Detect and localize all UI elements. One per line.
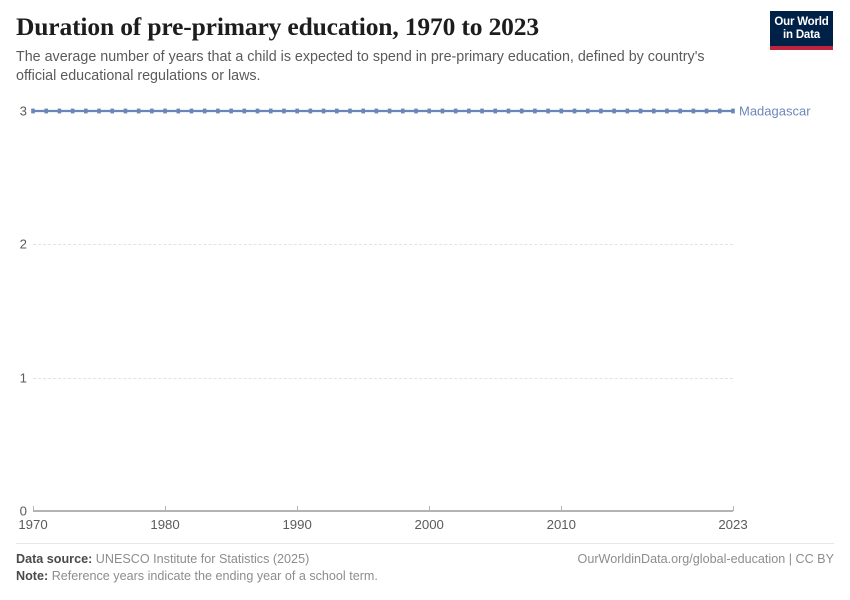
source-value: UNESCO Institute for Statistics (2025) bbox=[95, 552, 310, 566]
data-point-marker[interactable] bbox=[427, 108, 432, 114]
x-axis-tick-label: 2023 bbox=[718, 517, 748, 532]
data-point-marker[interactable] bbox=[31, 108, 35, 114]
series-label-madagascar[interactable]: Madagascar bbox=[739, 103, 811, 119]
plot-inner: 0 1 2 3 1970 1980 1990 2000 2010 2023 Madagascar bbox=[18, 104, 810, 531]
data-point-marker[interactable] bbox=[70, 108, 75, 114]
data-point-marker[interactable] bbox=[321, 108, 326, 114]
page-title: Duration of pre-primary education, 1970 … bbox=[16, 12, 539, 41]
data-point-marker[interactable] bbox=[229, 108, 233, 114]
data-point-marker[interactable] bbox=[136, 108, 141, 114]
data-point-marker[interactable] bbox=[361, 108, 365, 114]
data-point-marker[interactable] bbox=[110, 108, 115, 114]
attribution-link[interactable]: OurWorldinData.org/global-education | CC… bbox=[577, 552, 834, 566]
data-point-marker[interactable] bbox=[691, 108, 696, 114]
y-axis-tick-label: 0 bbox=[19, 503, 27, 519]
data-point-marker[interactable] bbox=[255, 108, 260, 114]
x-axis-tick bbox=[33, 506, 34, 511]
data-point-marker[interactable] bbox=[268, 108, 273, 114]
x-axis-tick bbox=[733, 506, 734, 511]
note-value: Reference years indicate the ending year… bbox=[51, 569, 378, 583]
data-point-marker[interactable] bbox=[625, 108, 630, 114]
data-point-marker[interactable] bbox=[374, 108, 379, 114]
data-point-marker[interactable] bbox=[387, 108, 392, 114]
data-point-marker[interactable] bbox=[533, 108, 537, 114]
data-point-marker[interactable] bbox=[717, 108, 722, 114]
data-point-marker[interactable] bbox=[638, 108, 643, 114]
x-axis-line bbox=[33, 510, 733, 511]
data-point-marker[interactable] bbox=[97, 108, 101, 114]
y-gridline bbox=[33, 511, 733, 512]
data-point-marker[interactable] bbox=[202, 108, 207, 114]
our-world-in-data-logo[interactable]: Our World in Data bbox=[770, 11, 833, 50]
y-gridline bbox=[33, 377, 733, 379]
data-point-marker[interactable] bbox=[189, 108, 194, 114]
data-point-marker[interactable] bbox=[585, 108, 590, 114]
data-point-marker[interactable] bbox=[665, 108, 669, 114]
series-layer bbox=[31, 108, 735, 114]
data-point-marker[interactable] bbox=[678, 108, 682, 114]
y-axis-tick-label: 1 bbox=[19, 370, 27, 386]
chart-header: Duration of pre-primary education, 1970 … bbox=[16, 12, 756, 86]
x-axis-tick bbox=[297, 506, 299, 511]
data-point-marker[interactable] bbox=[599, 108, 603, 114]
data-point-marker[interactable] bbox=[150, 108, 154, 114]
footer-note-row: Note: Reference years indicate the endin… bbox=[16, 568, 834, 585]
footer-source-row: Data source: UNESCO Institute for Statis… bbox=[16, 551, 834, 568]
chart-subtitle: The average number of years that a child… bbox=[16, 49, 705, 84]
x-axis-tick-label: 1980 bbox=[150, 517, 180, 532]
note-label: Note: bbox=[16, 569, 49, 583]
logo-line-1: Our World bbox=[774, 16, 829, 28]
data-point-marker[interactable] bbox=[282, 108, 286, 114]
data-point-marker[interactable] bbox=[572, 108, 577, 114]
data-point-marker[interactable] bbox=[334, 108, 339, 114]
data-point-marker[interactable] bbox=[480, 108, 484, 114]
data-point-marker[interactable] bbox=[453, 108, 458, 114]
y-axis-tick-label: 3 bbox=[19, 103, 27, 119]
data-point-marker[interactable] bbox=[176, 108, 181, 114]
data-point-marker[interactable] bbox=[295, 108, 299, 114]
x-axis-tick bbox=[561, 506, 563, 511]
x-axis-tick-label: 1970 bbox=[18, 517, 48, 532]
x-axis-tick-label: 2000 bbox=[414, 517, 444, 532]
data-point-marker[interactable] bbox=[401, 108, 405, 114]
data-point-marker[interactable] bbox=[216, 108, 220, 114]
data-point-marker[interactable] bbox=[704, 108, 709, 114]
data-point-marker[interactable] bbox=[731, 108, 735, 114]
x-axis-tick-label: 1990 bbox=[282, 517, 312, 532]
x-axis-tick bbox=[429, 506, 431, 511]
data-point-marker[interactable] bbox=[57, 108, 62, 114]
data-point-marker[interactable] bbox=[242, 108, 247, 114]
data-point-marker[interactable] bbox=[519, 108, 524, 114]
data-point-marker[interactable] bbox=[559, 108, 564, 114]
x-axis-tick bbox=[165, 506, 167, 511]
data-point-marker[interactable] bbox=[163, 108, 167, 114]
data-point-marker[interactable] bbox=[123, 108, 128, 114]
source-label: Data source: bbox=[16, 552, 93, 566]
data-point-marker[interactable] bbox=[651, 108, 656, 114]
y-gridline bbox=[33, 244, 733, 246]
data-point-marker[interactable] bbox=[44, 108, 49, 114]
plot-area: 0 1 2 3 1970 1980 1990 2000 2010 2023 Madagascar bbox=[0, 96, 850, 536]
data-point-marker[interactable] bbox=[493, 108, 498, 114]
chart-footer: Data source: UNESCO Institute for Statis… bbox=[16, 543, 834, 585]
data-point-marker[interactable] bbox=[467, 108, 471, 114]
logo-line-2: in Data bbox=[783, 29, 820, 41]
data-point-marker[interactable] bbox=[308, 108, 313, 114]
data-point-marker[interactable] bbox=[506, 108, 511, 114]
data-point-marker[interactable] bbox=[414, 108, 418, 114]
y-axis-tick-label: 2 bbox=[19, 236, 27, 252]
data-point-marker[interactable] bbox=[348, 108, 352, 114]
x-axis-tick-label: 2010 bbox=[546, 517, 576, 532]
data-point-marker[interactable] bbox=[546, 108, 550, 114]
data-point-marker[interactable] bbox=[84, 108, 88, 114]
data-point-marker[interactable] bbox=[612, 108, 616, 114]
data-point-marker[interactable] bbox=[440, 108, 445, 114]
